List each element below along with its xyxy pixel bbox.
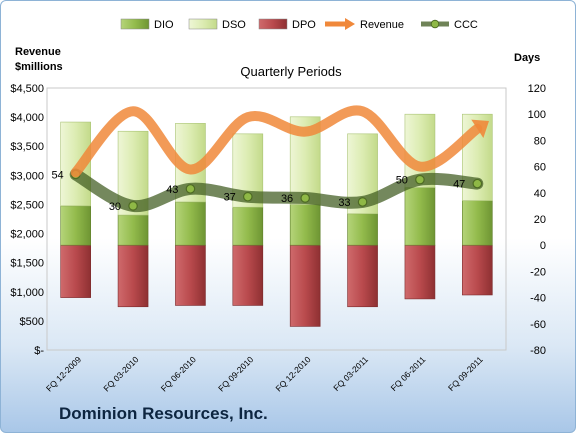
revenue-line bbox=[70, 105, 483, 178]
dio-bar bbox=[175, 201, 206, 246]
dpo-bar bbox=[404, 244, 436, 300]
left-tick-label: $500 bbox=[20, 316, 44, 328]
ccc-marker bbox=[185, 184, 196, 194]
category-tick-label: FQ 03-2010 bbox=[101, 354, 140, 393]
left-tick-label: $4,000 bbox=[10, 112, 44, 124]
ccc-data-label: 54 bbox=[51, 169, 63, 181]
plot-area bbox=[46, 87, 507, 351]
left-tick-label: $4,500 bbox=[10, 83, 44, 95]
left-axis-label-line2: $millions bbox=[15, 61, 63, 73]
right-tick-label: 40 bbox=[534, 188, 546, 200]
company-name: Dominion Resources, Inc. bbox=[59, 404, 268, 423]
lines-group: 54 30 43 37 36 33 50 47 bbox=[51, 105, 489, 213]
legend-label-dpo: DPO bbox=[292, 19, 316, 31]
dpo-bar bbox=[175, 244, 206, 306]
category-tick-label: FQ 09-2010 bbox=[216, 354, 255, 393]
ccc-data-label: 30 bbox=[109, 201, 121, 213]
ccc-marker bbox=[128, 201, 138, 211]
right-tick-label: 80 bbox=[534, 135, 546, 147]
dpo-bar bbox=[289, 244, 321, 327]
right-tick-label: 20 bbox=[534, 214, 546, 226]
left-tick-label: $3,000 bbox=[10, 170, 44, 182]
ccc-marker bbox=[300, 193, 310, 203]
ccc-data-label: 50 bbox=[396, 175, 408, 187]
left-tick-label: $2,500 bbox=[10, 199, 44, 211]
legend-label-dio: DIO bbox=[154, 19, 174, 31]
category-tick-label: FQ 03-2011 bbox=[331, 354, 370, 393]
right-tick-label: 0 bbox=[540, 240, 546, 252]
category-tick-label: FQ 06-2010 bbox=[159, 354, 198, 393]
legend: DIO DSO DPO Revenue CCC bbox=[120, 18, 478, 31]
legend-marker-ccc bbox=[430, 19, 440, 29]
revenue-arrowhead bbox=[471, 119, 489, 138]
ccc-data-label: 37 bbox=[224, 192, 236, 204]
left-tick-label: $3,500 bbox=[10, 141, 44, 153]
ccc-data-label: 47 bbox=[453, 179, 465, 191]
category-tick-label: FQ 06-2011 bbox=[389, 354, 428, 393]
right-tick-label: -20 bbox=[530, 266, 546, 278]
right-tick-label: 120 bbox=[528, 83, 546, 95]
dpo-bar bbox=[462, 244, 493, 296]
legend-swatch-dso bbox=[188, 18, 218, 30]
legend-label-revenue: Revenue bbox=[360, 19, 404, 31]
dio-bar bbox=[60, 205, 91, 246]
left-axis-label-line1: Revenue bbox=[15, 46, 61, 58]
ccc-data-label: 36 bbox=[281, 193, 293, 205]
left-tick-label: $1,000 bbox=[10, 287, 44, 299]
category-tick-label: FQ 12-2009 bbox=[44, 354, 83, 393]
chart-title: Quarterly Periods bbox=[240, 64, 342, 79]
legend-label-ccc: CCC bbox=[454, 19, 478, 31]
ccc-data-label: 33 bbox=[338, 197, 350, 209]
left-tick-label: $1,500 bbox=[10, 258, 44, 270]
dpo-bar bbox=[232, 244, 264, 306]
legend-swatch-dpo bbox=[258, 18, 288, 30]
dpo-bar bbox=[117, 244, 149, 308]
dio-bar bbox=[289, 204, 321, 246]
right-axis-label: Days bbox=[514, 52, 540, 64]
ccc-marker bbox=[415, 174, 425, 185]
legend-arrow-revenue bbox=[345, 18, 355, 30]
legend-label-dso: DSO bbox=[222, 19, 246, 31]
ccc-data-label: 43 bbox=[166, 184, 178, 196]
bars-group bbox=[60, 113, 493, 327]
right-tick-label: 100 bbox=[528, 109, 546, 121]
right-tick-label: 60 bbox=[534, 162, 546, 174]
right-tick-label: -80 bbox=[530, 345, 546, 357]
dio-bar bbox=[232, 206, 264, 246]
ccc-marker bbox=[357, 197, 368, 207]
category-tick-label: FQ 12-2010 bbox=[273, 354, 312, 393]
right-tick-label: -60 bbox=[530, 319, 546, 331]
dio-bar bbox=[462, 200, 493, 246]
left-tick-label: $- bbox=[34, 345, 44, 357]
left-tick-label: $2,000 bbox=[10, 229, 44, 241]
ccc-marker bbox=[472, 178, 483, 189]
dpo-bar bbox=[347, 244, 378, 308]
legend-swatch-dio bbox=[120, 18, 150, 30]
dio-bar bbox=[347, 213, 378, 246]
right-tick-label: -40 bbox=[530, 293, 546, 305]
dpo-bar bbox=[60, 244, 91, 298]
dio-bar bbox=[404, 187, 436, 246]
dio-bar bbox=[117, 214, 149, 246]
category-tick-label: FQ 09-2011 bbox=[446, 354, 485, 393]
ccc-marker bbox=[243, 191, 253, 202]
